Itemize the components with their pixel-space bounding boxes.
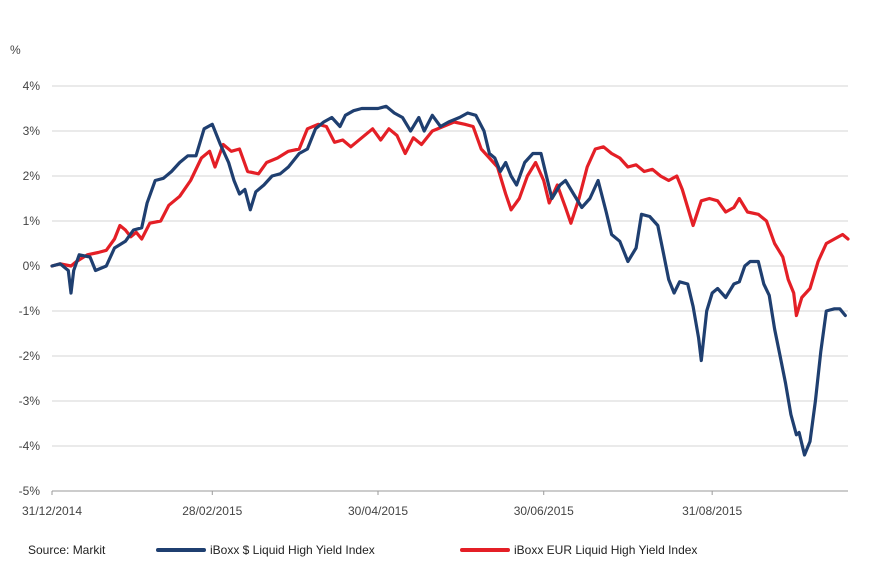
y-tick-label: 0%	[23, 259, 41, 273]
legend: Source: Markit iBoxx $ Liquid High Yield…	[0, 538, 887, 564]
legend-label-eur: iBoxx EUR Liquid High Yield Index	[514, 543, 698, 557]
y-tick-label: -1%	[19, 304, 41, 318]
x-axis-ticks: 31/12/2014 28/02/2015 30/04/2015 30/06/2015…	[22, 491, 743, 518]
y-tick-label: 4%	[23, 79, 41, 93]
legend-label-usd: iBoxx $ Liquid High Yield Index	[210, 543, 375, 557]
x-tick-label: 31/08/2015	[682, 504, 742, 518]
x-tick-label: 28/02/2015	[182, 504, 242, 518]
series-line-usd	[50, 104, 847, 457]
y-tick-label: -4%	[19, 439, 41, 453]
y-tick-label: -3%	[19, 394, 41, 408]
gridlines	[52, 85, 848, 492]
legend-swatch-eur	[460, 548, 510, 552]
legend-item-eur: iBoxx EUR Liquid High Yield Index	[460, 543, 697, 557]
legend-item-usd: iBoxx $ Liquid High Yield Index	[156, 543, 375, 557]
y-unit-label: %	[10, 43, 21, 57]
series-lines	[50, 104, 850, 457]
legend-swatch-usd	[156, 548, 206, 552]
y-tick-label: -2%	[19, 349, 41, 363]
x-tick-label: 31/12/2014	[22, 504, 82, 518]
x-tick-label: 30/06/2015	[514, 504, 574, 518]
y-tick-label: -5%	[19, 484, 41, 498]
y-tick-label: 3%	[23, 124, 41, 138]
x-tick-label: 30/04/2015	[348, 504, 408, 518]
y-axis-ticks: 4% 3% 2% 1% 0% -1% -2% -3% -4% -5%	[19, 79, 41, 498]
y-tick-label: 1%	[23, 214, 41, 228]
source-note: Source: Markit	[28, 543, 106, 557]
y-tick-label: 2%	[23, 169, 41, 183]
series-line-eur	[50, 120, 850, 318]
